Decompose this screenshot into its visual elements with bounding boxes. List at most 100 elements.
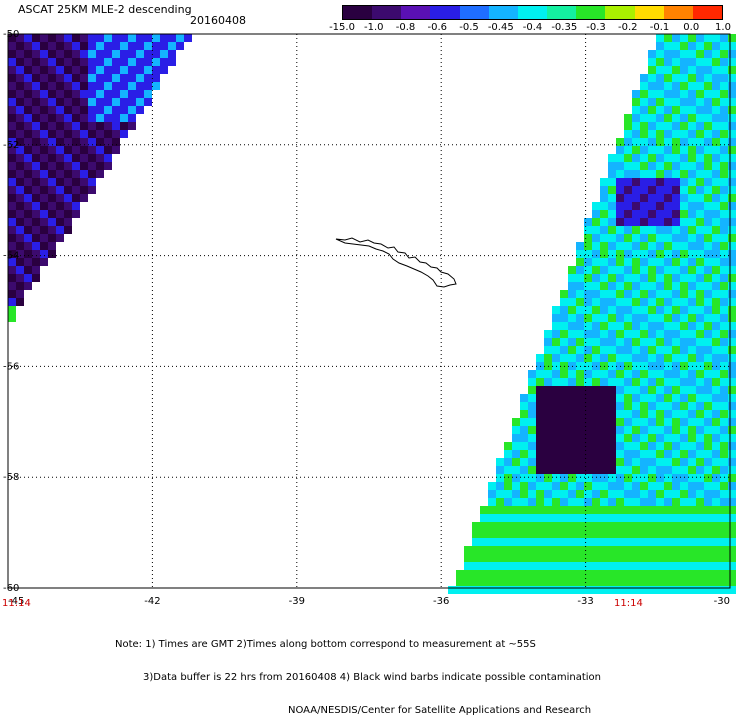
pass-time-left: 11:14 [2,598,31,609]
swath-cell [24,34,32,42]
swath-cell [640,482,648,490]
swath-cell [608,578,616,586]
swath-cell [616,522,624,530]
swath-cell [32,42,40,50]
swath-cell [664,450,672,458]
swath-cell [72,90,80,98]
swath-cell [40,66,48,74]
swath-cell [704,138,712,146]
swath-cell [648,586,656,594]
swath-cell [96,146,104,154]
swath-cell [640,138,648,146]
swath-cell [584,242,592,250]
swath-cell [536,554,544,562]
swath-cell [616,562,624,570]
swath-cell [728,266,736,274]
swath-cell [672,170,680,178]
swath-cell [552,570,560,578]
swath-cell [64,34,72,42]
swath-cell [664,210,672,218]
swath-cell [560,434,568,442]
swath-cell [576,450,584,458]
swath-cell [552,530,560,538]
swath-cell [568,410,576,418]
swath-cell [664,434,672,442]
swath-cell [648,466,656,474]
swath-cell [624,426,632,434]
swath-cell [608,418,616,426]
swath-cell [544,538,552,546]
swath-cell [712,586,720,594]
swath-cell [640,498,648,506]
swath-cell [664,530,672,538]
swath-cell [576,370,584,378]
swath-cell [640,234,648,242]
swath-cell [720,50,728,58]
colorbar-label: -1.0 [363,22,384,33]
colorbar-swatch [372,6,402,19]
swath-cell [24,210,32,218]
swath-cell [632,218,640,226]
colorbar-swatch [343,6,373,19]
swath-cell [728,210,736,218]
swath-cell [568,394,576,402]
swath-cell [688,274,696,282]
swath-cell [632,474,640,482]
swath-cell [528,530,536,538]
swath-cell [720,114,728,122]
footnotes: Note: 1) Times are GMT 2)Times along bot… [115,617,601,727]
swath-cell [712,178,720,186]
swath-cell [664,586,672,594]
swath-cell [568,386,576,394]
swath-cell [32,202,40,210]
swath-cell [80,194,88,202]
swath-cell [608,298,616,306]
swath-cell [608,562,616,570]
swath-cell [624,458,632,466]
swath-cell [672,322,680,330]
swath-cell [640,306,648,314]
swath-cell [72,186,80,194]
swath-cell [616,354,624,362]
swath-cell [536,570,544,578]
swath-cell [568,586,576,594]
swath-cell [688,34,696,42]
swath-cell [72,122,80,130]
swath-cell [592,538,600,546]
swath-cell [672,226,680,234]
swath-cell [720,586,728,594]
swath-cell [664,562,672,570]
swath-cell [704,50,712,58]
swath-cell [632,370,640,378]
swath-cell [480,578,488,586]
swath-cell [728,530,736,538]
swath-cell [664,90,672,98]
swath-cell [664,514,672,522]
swath-cell [80,186,88,194]
swath-cell [672,562,680,570]
swath-cell [576,378,584,386]
swath-cell [584,586,592,594]
swath-cell [56,82,64,90]
swath-cell [656,306,664,314]
swath-cell [600,474,608,482]
swath-cell [664,298,672,306]
swath-cell [632,234,640,242]
swath-cell [664,258,672,266]
swath-cell [704,386,712,394]
swath-cell [704,498,712,506]
swath-cell [552,370,560,378]
swath-cell [40,98,48,106]
swath-cell [664,138,672,146]
swath-cell [160,34,168,42]
swath-cell [600,562,608,570]
swath-cell [696,250,704,258]
swath-cell [576,522,584,530]
swath-cell [640,170,648,178]
swath-cell [680,226,688,234]
swath-cell [560,330,568,338]
swath-cell [704,306,712,314]
swath-cell [96,162,104,170]
swath-cell [600,450,608,458]
swath-cell [632,554,640,562]
